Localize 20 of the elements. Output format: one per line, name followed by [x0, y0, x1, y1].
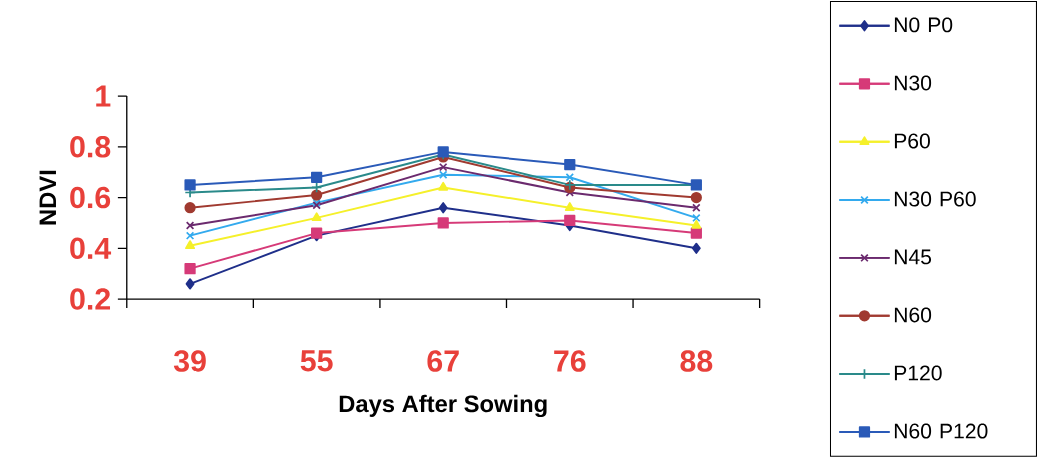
- x-tick-label: 67: [427, 350, 459, 373]
- x-tick-label: 39: [173, 350, 206, 373]
- legend-label: N45: [894, 249, 932, 265]
- legend-label: N0 P0: [894, 17, 953, 33]
- legend-label: N30 P60: [894, 191, 976, 207]
- y-tick-label: 0.8: [70, 136, 111, 158]
- x-tick-label: 55: [300, 350, 333, 372]
- x-tick-label: 88: [680, 350, 713, 373]
- y-tick-label: 0.4: [70, 237, 112, 260]
- legend-label: P60: [894, 133, 930, 149]
- y-tick-label: 0.2: [70, 288, 111, 311]
- x-tick-label: 76: [554, 350, 586, 373]
- y-axis-title: NDVI: [39, 171, 56, 225]
- y-tick-label: 1: [96, 85, 111, 107]
- legend-label: N60 P120: [894, 423, 988, 439]
- y-tick-label: 0.6: [70, 187, 111, 209]
- x-axis-title: Days After Sowing: [339, 395, 547, 418]
- legend-label: P120: [894, 365, 942, 381]
- legend-label: N30: [894, 75, 932, 91]
- legend-label: N60: [894, 307, 932, 323]
